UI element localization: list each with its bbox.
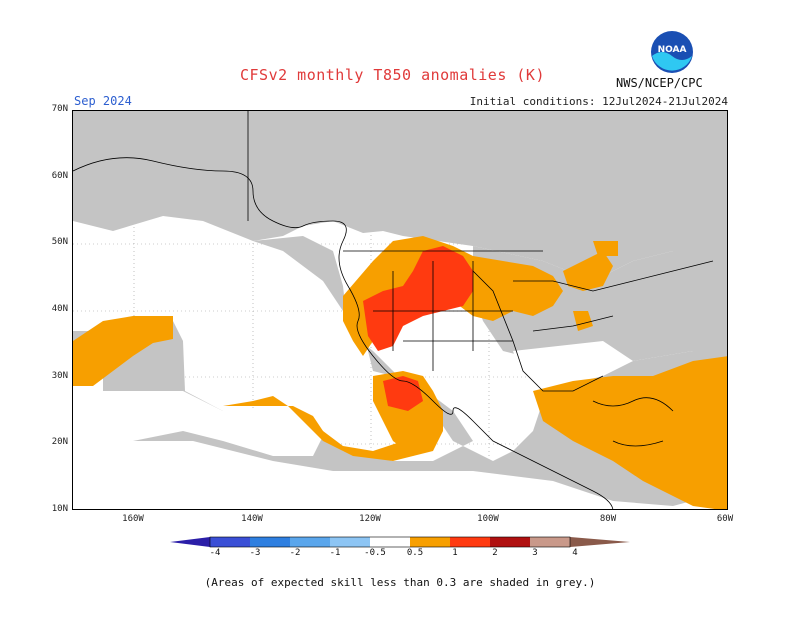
colorbar-label: 3 bbox=[532, 548, 538, 558]
lat-label: 50N bbox=[51, 237, 68, 247]
noaa-logo: NOAA bbox=[651, 31, 693, 73]
lat-label: 10N bbox=[51, 504, 68, 514]
lon-label: 120W bbox=[359, 514, 381, 524]
agency-label: NWS/NCEP/CPC bbox=[616, 76, 703, 90]
anomaly-map bbox=[72, 110, 728, 510]
lon-label: 140W bbox=[241, 514, 263, 524]
lat-label: 70N bbox=[51, 104, 68, 114]
logo-text: NOAA bbox=[658, 45, 687, 55]
lat-label: 20N bbox=[51, 437, 68, 447]
colorbar-label: -3 bbox=[249, 548, 261, 558]
lon-label: 160W bbox=[122, 514, 144, 524]
colorbar-label: 1 bbox=[452, 548, 458, 558]
colorbar-label: -2 bbox=[289, 548, 301, 558]
colorbar-label: 2 bbox=[492, 548, 498, 558]
skill-note: (Areas of expected skill less than 0.3 a… bbox=[204, 576, 596, 589]
colorbar-label: -1 bbox=[329, 548, 341, 558]
colorbar bbox=[170, 536, 630, 548]
lon-label: 60W bbox=[716, 514, 734, 524]
initial-conditions: Initial conditions: 12Jul2024-21Jul2024 bbox=[469, 95, 728, 108]
colorbar-label: 0.5 bbox=[406, 548, 424, 558]
lon-label: 100W bbox=[477, 514, 499, 524]
neutral-areas bbox=[73, 341, 727, 509]
lat-label: 40N bbox=[51, 304, 68, 314]
colorbar-label: -4 bbox=[209, 548, 221, 558]
colorbar-label: -0.5 bbox=[364, 548, 386, 558]
coastlines-borders bbox=[73, 111, 714, 509]
chart-title: CFSv2 monthly T850 anomalies (K) bbox=[240, 66, 545, 84]
lat-label: 60N bbox=[51, 171, 68, 181]
lat-label: 30N bbox=[51, 371, 68, 381]
forecast-month: Sep 2024 bbox=[74, 94, 132, 108]
lon-label: 80W bbox=[599, 514, 617, 524]
map-canvas bbox=[73, 111, 727, 509]
colorbar-label: 4 bbox=[572, 548, 578, 558]
